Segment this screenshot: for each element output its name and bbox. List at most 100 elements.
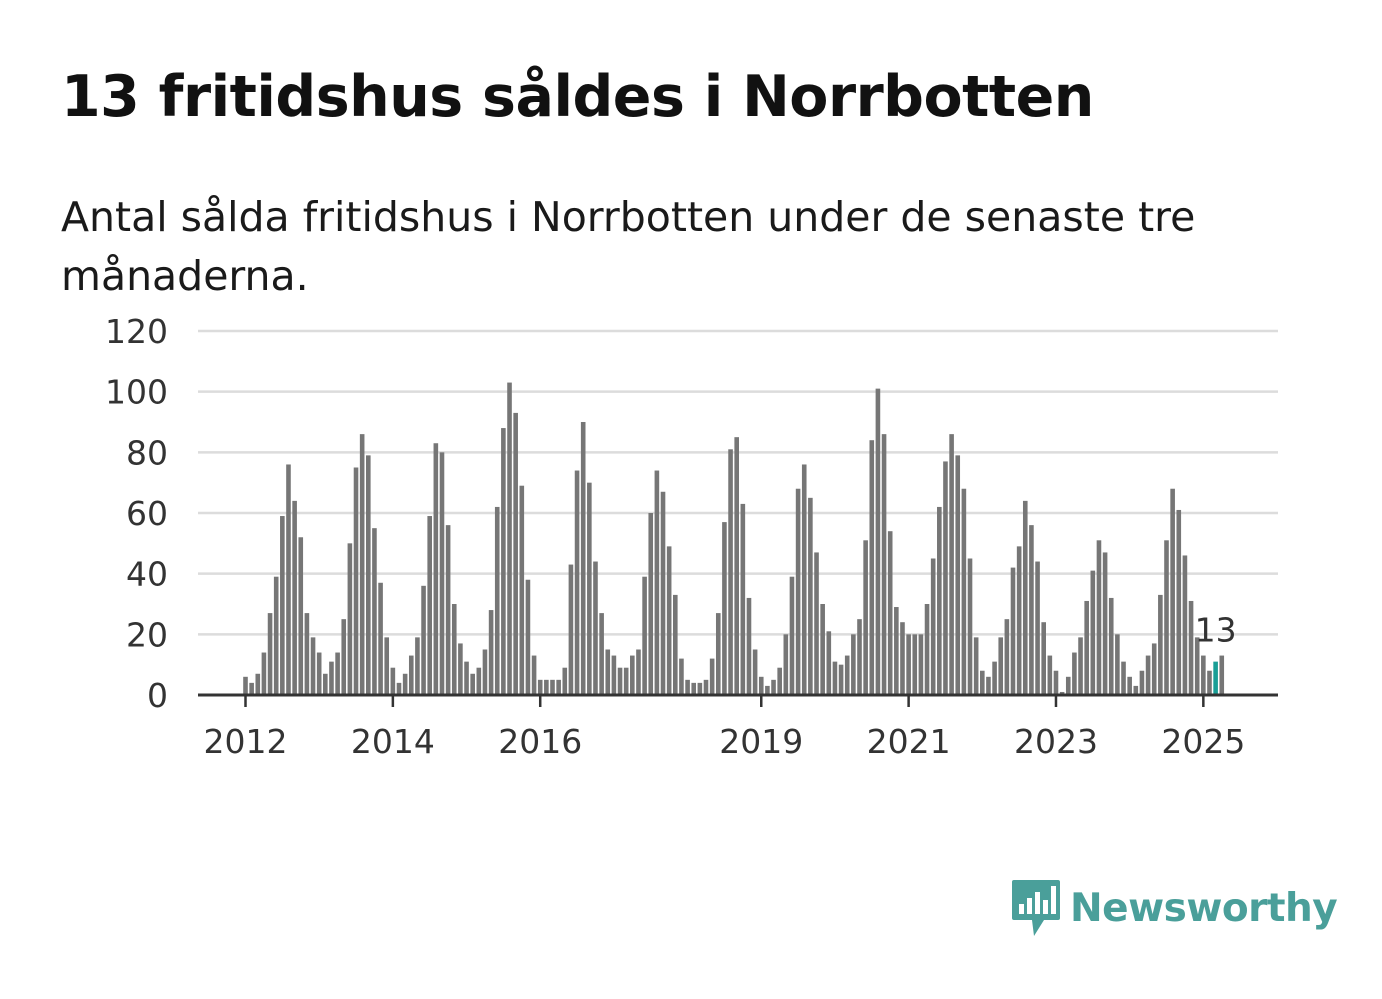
y-tick-label: 20 xyxy=(126,615,168,654)
bar xyxy=(323,673,328,695)
bar xyxy=(243,676,248,695)
x-tick-label: 2016 xyxy=(498,722,582,761)
bar xyxy=(1201,655,1206,695)
bar xyxy=(451,604,457,695)
bar xyxy=(421,585,426,695)
bar xyxy=(973,637,979,695)
bar xyxy=(353,467,359,695)
y-tick-label: 60 xyxy=(126,494,168,533)
highlight-bar xyxy=(1213,661,1218,695)
bar xyxy=(844,655,850,695)
bar xyxy=(513,412,518,695)
bar xyxy=(875,388,881,695)
bar xyxy=(568,564,574,695)
bar xyxy=(722,522,727,695)
bar xyxy=(943,461,948,695)
bar xyxy=(550,679,555,695)
bar xyxy=(605,649,611,695)
bar xyxy=(304,613,310,695)
bar xyxy=(1207,670,1212,695)
bar xyxy=(967,558,973,695)
bar xyxy=(341,619,347,695)
bar xyxy=(544,679,549,695)
bar xyxy=(366,455,371,695)
bar-chart-speech-bubble-icon xyxy=(1012,880,1060,936)
bar xyxy=(1041,622,1046,695)
bar xyxy=(881,434,887,695)
bar xyxy=(408,655,414,695)
bar xyxy=(808,497,813,695)
bar xyxy=(470,673,475,695)
bar xyxy=(765,685,770,695)
bar xyxy=(832,661,838,695)
bar xyxy=(347,543,353,695)
bar xyxy=(1004,619,1010,695)
bar xyxy=(1194,637,1200,695)
bar xyxy=(310,637,316,695)
bar xyxy=(402,673,408,695)
bar xyxy=(482,649,488,695)
bar xyxy=(654,470,660,695)
bar xyxy=(1115,634,1120,695)
bar xyxy=(1084,600,1089,695)
bar xyxy=(1090,570,1096,695)
bar xyxy=(1182,555,1188,695)
highlight-value-label: 13 xyxy=(1195,611,1237,650)
bar xyxy=(286,464,291,695)
bar xyxy=(1164,540,1169,695)
bar xyxy=(648,513,654,695)
bar xyxy=(826,631,832,695)
bar xyxy=(464,661,469,695)
bar xyxy=(838,664,844,695)
chart-subtitle: Antal sålda fritidshus i Norrbotten unde… xyxy=(61,193,1196,300)
bar xyxy=(801,464,807,695)
bar xyxy=(863,540,868,695)
bar xyxy=(709,658,715,695)
bar xyxy=(1139,670,1145,695)
bar xyxy=(703,679,709,695)
chart-title: 13 fritidshus såldes i Norrbotten xyxy=(61,64,1094,130)
bar xyxy=(777,667,782,695)
y-tick-label: 100 xyxy=(105,373,168,412)
bar xyxy=(1170,488,1175,695)
bar xyxy=(758,676,764,695)
bar xyxy=(623,667,629,695)
bar xyxy=(949,434,954,695)
bar xyxy=(728,449,733,695)
bar xyxy=(1108,597,1114,695)
bar xyxy=(433,443,439,695)
bars xyxy=(243,382,1225,695)
bar xyxy=(906,634,911,695)
y-tick-label: 40 xyxy=(126,555,168,594)
bar xyxy=(918,634,924,695)
bar xyxy=(329,661,334,695)
bar xyxy=(255,673,261,695)
bar xyxy=(820,604,825,695)
x-axis-labels: 2012 2014 2016 2019 2021 2023 2025 xyxy=(204,722,1246,761)
y-axis-labels: 0 20 40 60 80 100 120 xyxy=(105,312,168,715)
bar xyxy=(783,634,789,695)
bar xyxy=(1176,509,1182,695)
bar xyxy=(1072,652,1077,695)
bar xyxy=(660,491,666,695)
bar xyxy=(912,634,918,695)
bar xyxy=(955,455,961,695)
bar xyxy=(580,422,586,695)
bar xyxy=(685,679,690,695)
bar xyxy=(298,537,304,695)
bar xyxy=(1053,670,1059,695)
bar xyxy=(599,613,604,695)
x-axis-ticks xyxy=(244,695,1205,707)
bar xyxy=(851,634,856,695)
bar xyxy=(494,506,500,695)
bar xyxy=(869,440,875,695)
bar xyxy=(1151,643,1157,695)
bar xyxy=(900,622,905,695)
bar xyxy=(697,682,703,695)
bar xyxy=(439,452,445,695)
bar xyxy=(1029,525,1034,695)
bar xyxy=(992,661,997,695)
bar xyxy=(715,613,721,695)
bar xyxy=(531,655,537,695)
bar xyxy=(617,667,623,695)
